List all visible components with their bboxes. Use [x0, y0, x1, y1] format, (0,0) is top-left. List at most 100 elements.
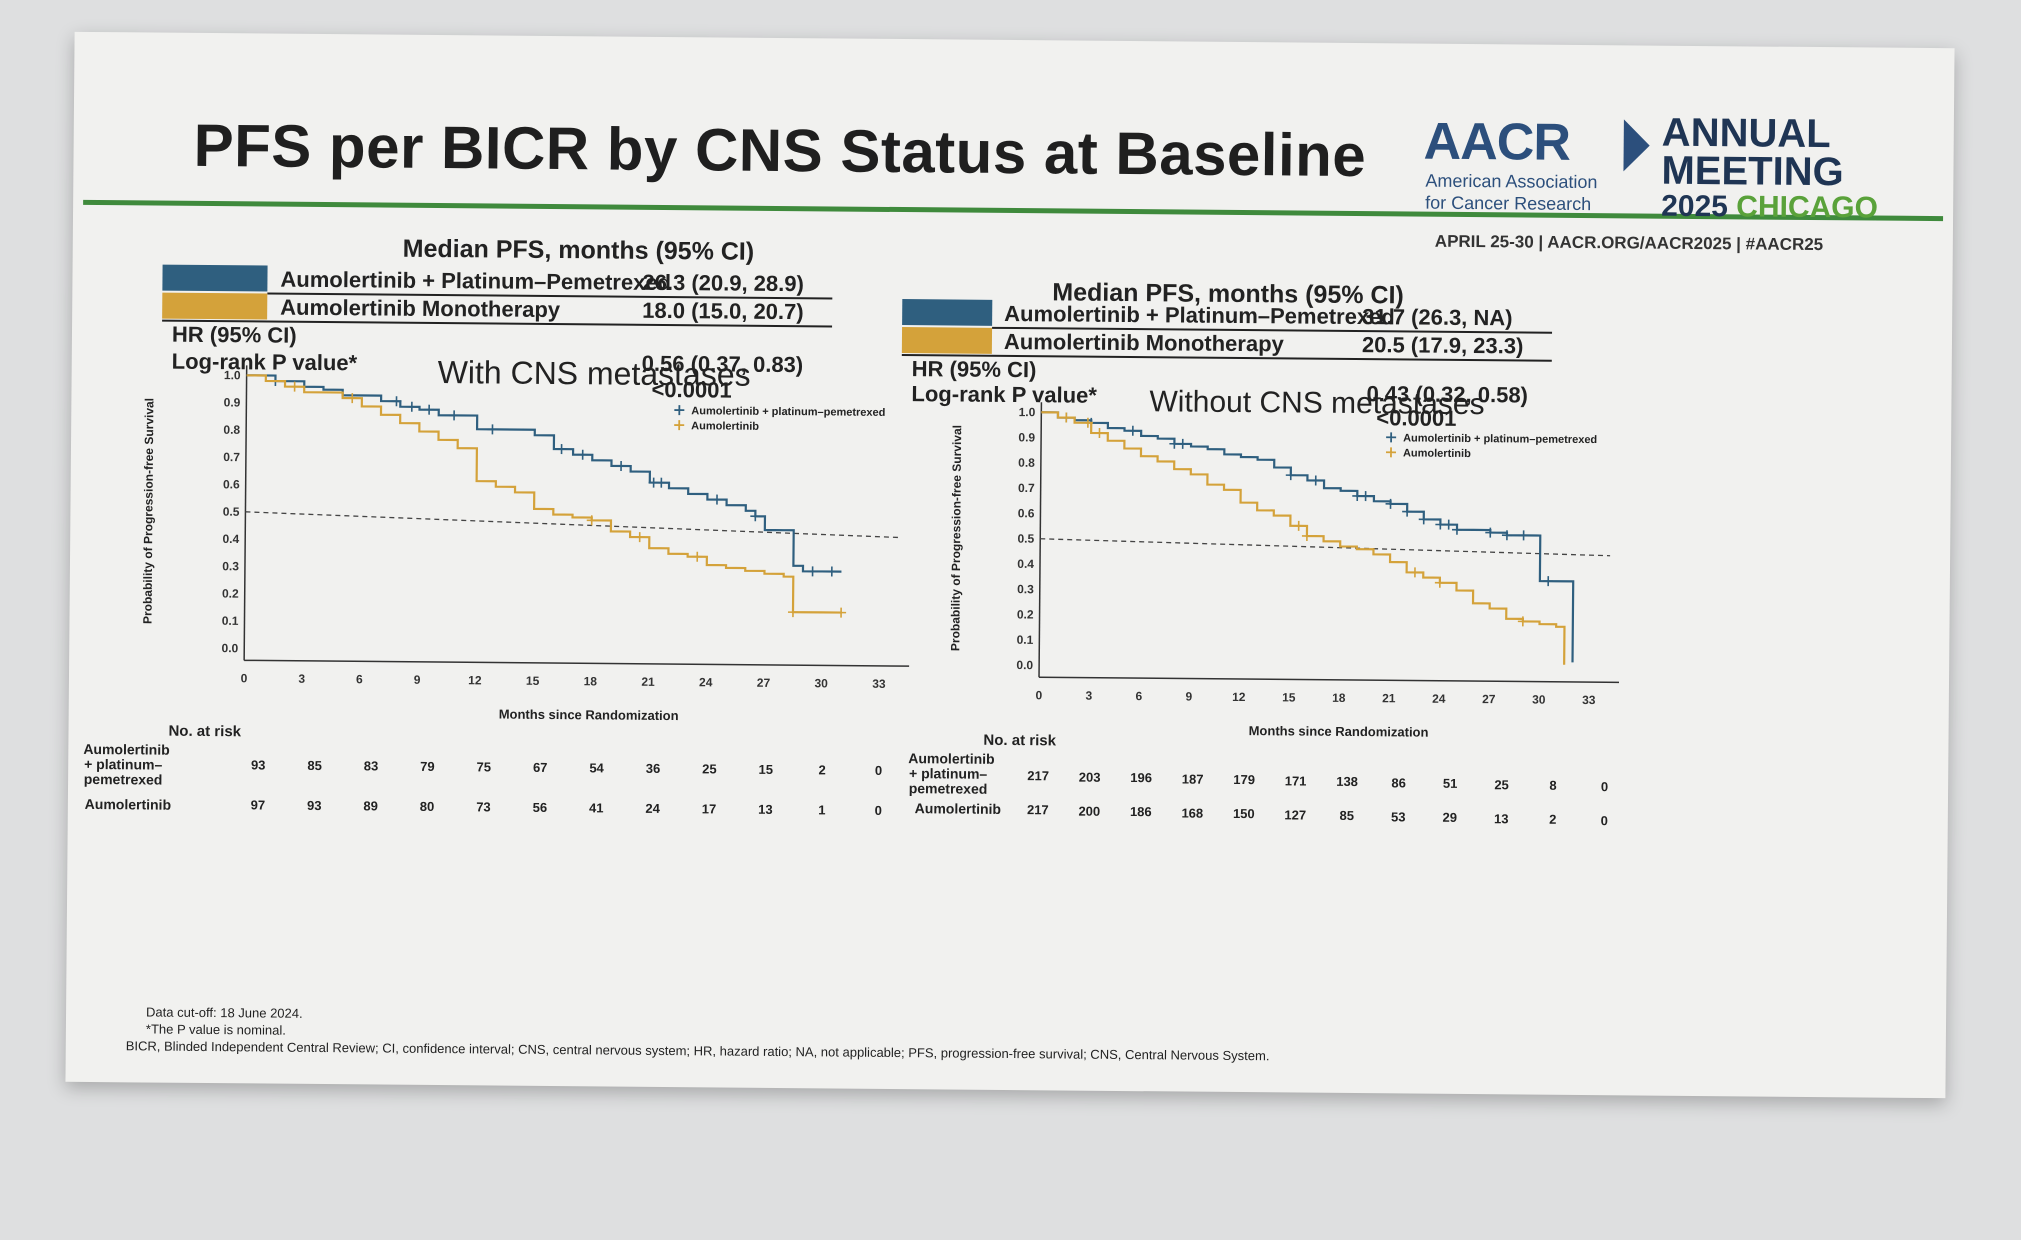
chart-title: With CNS metastases [438, 354, 751, 393]
risk-count-combo: 25 [1494, 776, 1509, 792]
median-row-label: Aumolertinib + Platinum–Pemetrexed [280, 266, 672, 296]
y-tick-label: 0.2 [222, 587, 239, 601]
logo-aacr: AACR [1423, 112, 1571, 172]
x-tick-label: 33 [1582, 693, 1596, 707]
km-chart-svg: 0.0 0.1 0.2 0.3 0.4 0.5 0.6 0.7 0.8 0.9 1.0 0 3 6 9 12 1… [140, 354, 910, 724]
risk-count-combo: 67 [532, 759, 548, 775]
x-tick-label: 18 [584, 674, 598, 688]
y-tick-label: 0.5 [223, 505, 240, 519]
median-row-label: Aumolertinib Monotherapy [1003, 328, 1284, 357]
risk-label-mono: Aumolertinib [84, 795, 172, 813]
censor-mark [406, 401, 417, 412]
hr-label: HR (95% CI) [171, 321, 297, 348]
median-row-combo: Aumolertinib + Platinum–Pemetrexed 26.3 … [162, 264, 832, 297]
risk-count-mono: 217 [1026, 802, 1049, 818]
x-axis-label: Months since Randomization [1249, 723, 1429, 740]
censor-mark [634, 532, 645, 543]
censor-mark [807, 566, 818, 577]
censor-mark [711, 494, 723, 505]
y-tick-label: 0.7 [1018, 481, 1035, 495]
censor-mark [1094, 428, 1105, 439]
censor-mark [826, 566, 837, 577]
legend-marker [1386, 432, 1397, 443]
median-row-label: Aumolertinib Monotherapy [280, 294, 561, 323]
y-tick-label: 0.4 [1017, 557, 1034, 571]
risk-count-combo: 93 [250, 757, 266, 773]
km-chart-svg: 0.0 0.1 0.2 0.3 0.4 0.5 0.6 0.7 0.8 0.9 1.0 0 3 6 9 12 1… [948, 385, 1620, 740]
risk-count-combo: 25 [702, 761, 717, 777]
censor-mark [577, 449, 588, 460]
censor-mark [1451, 524, 1462, 535]
km-plot-without-cns: 0.0 0.1 0.2 0.3 0.4 0.5 0.6 0.7 0.8 0.9 1.0 0 3 6 9 12 1… [908, 385, 1931, 758]
censor-mark [347, 393, 358, 404]
risk-count-combo: 0 [1600, 778, 1609, 794]
median-row-value: 18.0 (15.0, 20.7) [642, 297, 804, 325]
risk-count-mono: 73 [476, 799, 491, 815]
x-tick-label: 3 [1085, 689, 1092, 703]
risk-count-mono: 200 [1078, 803, 1101, 819]
x-tick-label: 27 [757, 676, 771, 690]
km-plot-with-cns: 0.0 0.1 0.2 0.3 0.4 0.5 0.6 0.7 0.8 0.9 1.0 0 3 6 9 12 1… [99, 354, 910, 739]
censor-mark [1543, 576, 1554, 587]
risk-count-mono: 41 [588, 800, 604, 816]
risk-count-combo: 51 [1442, 775, 1458, 791]
x-tick-label: 21 [1382, 691, 1396, 705]
x-tick-label: 12 [1232, 690, 1246, 704]
median-row-label: Aumolertinib + Platinum–Pemetrexed [1004, 300, 1395, 330]
legend-label: Aumolertinib [1403, 447, 1471, 460]
risk-count-mono: 1 [818, 802, 826, 818]
y-tick-label: 0.9 [224, 395, 241, 409]
legend-marker [674, 405, 685, 416]
risk-count-mono: 89 [363, 798, 378, 814]
x-tick-label: 9 [414, 673, 421, 687]
x-tick-label: 21 [641, 675, 655, 689]
x-tick-label: 24 [1432, 692, 1446, 706]
logo-year: 2025 [1661, 189, 1729, 224]
median-row-value: 26.3 (20.9, 28.9) [642, 269, 805, 297]
risk-count-combo: 0 [874, 762, 883, 778]
footnote-cutoff: Data cut-off: 18 June 2024. [146, 1004, 303, 1021]
risk-count-mono: 85 [1339, 807, 1355, 824]
km-curve-mono [246, 374, 842, 614]
y-axis-label: Probability of Progression-free Survival [948, 425, 964, 651]
x-axis-label: Months since Randomization [499, 707, 679, 724]
risk-count-mono: 97 [250, 797, 266, 813]
censor-mark [1443, 519, 1454, 530]
risk-count-combo: 85 [307, 757, 322, 774]
censor-mark [391, 396, 402, 407]
censor-mark [1082, 417, 1093, 428]
legend-label: Aumolertinib + platinum–pemetrexed [1403, 432, 1597, 446]
y-tick-label: 0.4 [222, 532, 239, 546]
risk-count-mono: 150 [1232, 805, 1255, 822]
y-tick-label: 0.7 [223, 450, 240, 464]
x-tick-label: 0 [1035, 688, 1042, 702]
x-tick-label: 27 [1482, 692, 1496, 706]
risk-count-combo: 15 [758, 761, 774, 777]
risk-count-mono: 0 [1600, 812, 1608, 828]
censor-mark [556, 444, 567, 455]
risk-count-combo: 203 [1078, 769, 1101, 785]
risk-count-mono: 0 [874, 802, 882, 818]
censor-mark [586, 515, 597, 526]
risk-count-mono: 17 [701, 801, 717, 817]
x-tick-label: 9 [1185, 690, 1192, 704]
censor-mark [692, 551, 703, 562]
censor-mark [1285, 470, 1296, 481]
x-tick-label: 30 [1532, 693, 1546, 707]
y-tick-label: 0.8 [223, 423, 240, 437]
censor-mark [1418, 514, 1429, 525]
x-tick-label: 6 [356, 672, 363, 686]
censor-mark [1517, 616, 1528, 627]
y-tick-label: 0.6 [1018, 506, 1035, 520]
risk-count-combo: 36 [645, 760, 661, 776]
y-tick-label: 0.6 [223, 477, 240, 491]
risk-count-combo: 8 [1549, 777, 1557, 793]
risk-header: No. at risk [983, 731, 1057, 750]
chart-title: Without CNS metastases [1149, 385, 1484, 421]
x-tick-label: 24 [699, 675, 713, 689]
censor-mark [1434, 577, 1445, 588]
y-tick-label: 0.1 [222, 614, 239, 628]
y-tick-label: 1.0 [224, 368, 241, 382]
risk-count-mono: 127 [1284, 806, 1307, 823]
y-tick-label: 0.5 [1017, 532, 1034, 546]
